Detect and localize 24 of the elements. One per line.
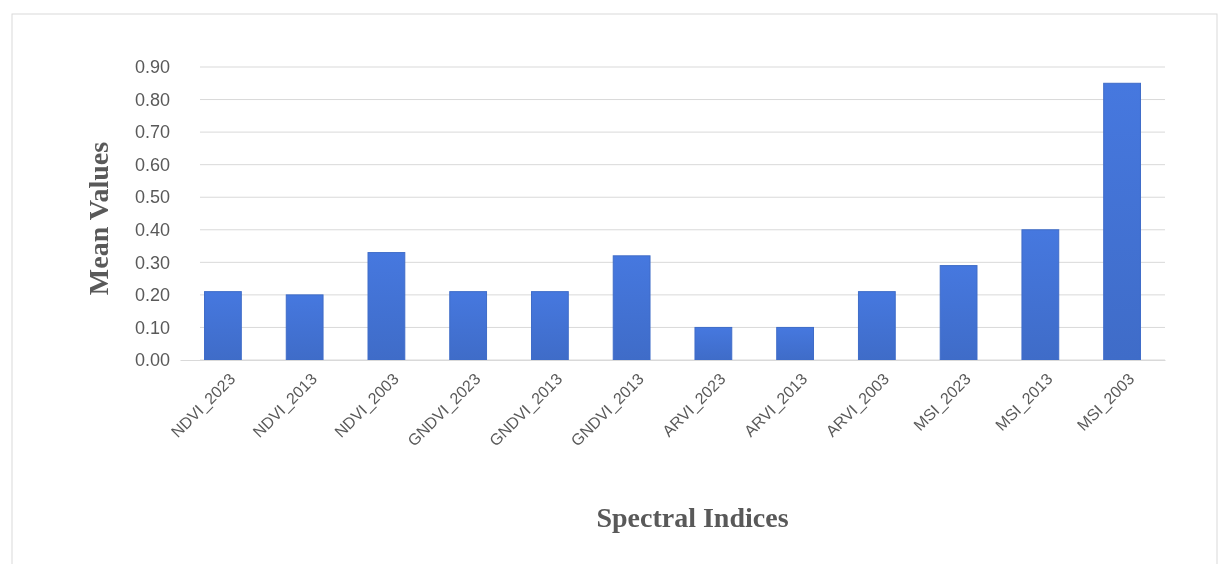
y-tick-label: 0.60 [134, 154, 170, 175]
y-tick-label: 0.80 [134, 89, 170, 110]
bar [367, 252, 406, 361]
y-tick-label: 0.40 [134, 220, 170, 241]
bar [612, 255, 651, 361]
bar [776, 326, 815, 361]
bar [204, 291, 242, 361]
y-tick-label: 0.30 [134, 252, 170, 273]
bar [939, 265, 978, 361]
bar [530, 291, 569, 361]
y-axis-title: Mean Values [83, 141, 114, 296]
bar [1103, 82, 1141, 361]
y-tick-label: 0.90 [134, 57, 170, 78]
bar [449, 291, 488, 361]
y-tick-label: 0.70 [134, 122, 170, 143]
bar [694, 326, 733, 361]
x-axis-title: Spectral Indices [596, 502, 789, 533]
y-tick-label: 0.10 [134, 317, 170, 338]
bar [285, 294, 324, 361]
y-tick-label: 0.00 [134, 350, 170, 371]
bar [1021, 229, 1060, 361]
y-tick-label: 0.50 [134, 187, 170, 208]
bar [857, 291, 896, 361]
y-tick-label: 0.20 [134, 285, 170, 306]
